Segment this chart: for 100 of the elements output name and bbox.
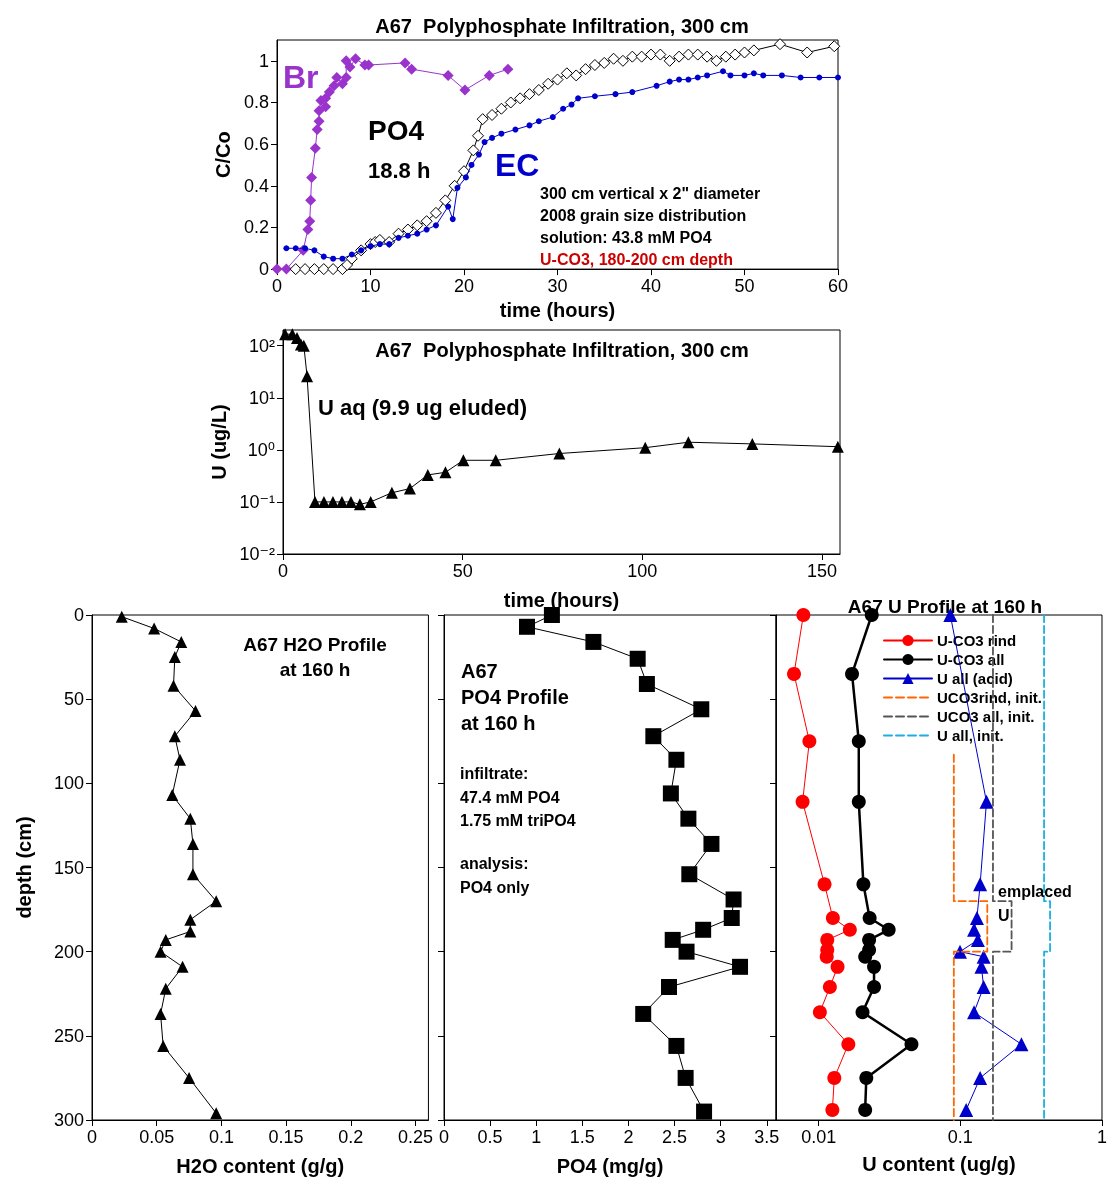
point (468, 161, 475, 168)
point (828, 40, 841, 53)
point (348, 251, 355, 258)
point (340, 55, 352, 67)
point (797, 74, 804, 81)
x-tick-label: 50 (734, 276, 755, 297)
annotation: 2008 grain size distribution (540, 207, 747, 225)
point (186, 837, 199, 850)
x-tick-label: 1.5 (569, 1127, 595, 1147)
point (403, 482, 416, 495)
point (483, 69, 495, 81)
point (495, 102, 508, 115)
point (184, 913, 197, 926)
point (719, 50, 732, 63)
x-tick-label: 1 (531, 1127, 542, 1147)
point (159, 933, 172, 946)
point (439, 466, 452, 479)
x-tick-label: 0 (86, 1127, 98, 1147)
x-tick-label: 0.1 (208, 1127, 234, 1147)
point (167, 679, 180, 692)
x-tick-label: 0.15 (268, 1127, 304, 1147)
annotation: U aq (9.9 ug eluded) (318, 395, 528, 421)
point (654, 48, 667, 61)
point (645, 728, 662, 745)
point (560, 67, 573, 80)
point (411, 219, 424, 232)
series-label: PO4 (368, 114, 425, 146)
point (607, 52, 620, 65)
x-tick-label: 40 (640, 276, 662, 297)
y-axis-title: C/Co (212, 131, 235, 178)
point (317, 263, 330, 276)
x-tick-label: 50 (452, 561, 473, 581)
annotation: U-CO3, 180-200 cm depth (540, 251, 733, 269)
point (489, 134, 496, 141)
point (159, 982, 172, 995)
point (616, 54, 629, 67)
annotation: 300 cm vertical x 2" diameter (540, 185, 761, 203)
y-tick-label: 10⁰ (247, 439, 275, 460)
x-tick-label: 0 (277, 561, 289, 581)
point (331, 71, 343, 83)
point (414, 230, 421, 237)
point (668, 1037, 685, 1054)
point (475, 151, 482, 158)
point (575, 95, 582, 102)
point (727, 72, 734, 79)
point (591, 93, 598, 100)
point (154, 1007, 167, 1020)
point (306, 171, 318, 183)
x-axis-title: time (hours) (499, 299, 616, 321)
point (551, 73, 564, 86)
point (404, 232, 411, 239)
point (353, 498, 366, 511)
point (395, 234, 402, 241)
point (328, 80, 340, 92)
point (598, 56, 611, 69)
point (635, 1005, 652, 1022)
x-tick-label: 0.5 (477, 1127, 503, 1147)
legend-label: U-CO3 rind (937, 632, 1017, 649)
point (693, 701, 710, 718)
x-tick-label: 3 (715, 1127, 726, 1147)
point (311, 124, 323, 136)
annotation: analysis: PO4 only (460, 855, 530, 896)
point (210, 1107, 223, 1120)
point (176, 960, 189, 973)
point (703, 835, 720, 852)
point (542, 77, 555, 90)
point (514, 92, 527, 105)
point (639, 441, 652, 454)
chart-title: A67 Polyphosphate Infiltration, 300 cm (375, 339, 749, 361)
point (629, 89, 636, 96)
y-tick-label: 0.4 (243, 175, 269, 196)
point (457, 454, 470, 467)
point (157, 1039, 170, 1052)
point (320, 253, 327, 260)
point (498, 130, 505, 137)
point (350, 53, 362, 65)
point (459, 84, 471, 96)
point (523, 88, 536, 101)
x-axis-title: H2O content (g/g) (176, 1155, 345, 1177)
point (154, 945, 167, 958)
point (682, 436, 695, 449)
point (184, 925, 197, 938)
point (746, 437, 759, 450)
point (653, 82, 660, 89)
x-tick-label: 0.01 (801, 1127, 837, 1147)
x-tick-label: 0.25 (397, 1127, 434, 1147)
x-tick-label: 150 (807, 561, 838, 581)
point (421, 468, 434, 481)
y-tick-label: 1 (258, 50, 269, 71)
y-tick-label: 250 (53, 1025, 84, 1046)
point (588, 58, 601, 71)
y-tick-label: 200 (53, 941, 84, 962)
point (720, 68, 726, 75)
point (115, 610, 128, 623)
point (696, 1103, 713, 1120)
point (568, 101, 575, 108)
x-axis-title: time (hours) (503, 589, 620, 611)
point (184, 812, 197, 825)
point (612, 91, 619, 98)
point (364, 495, 377, 508)
